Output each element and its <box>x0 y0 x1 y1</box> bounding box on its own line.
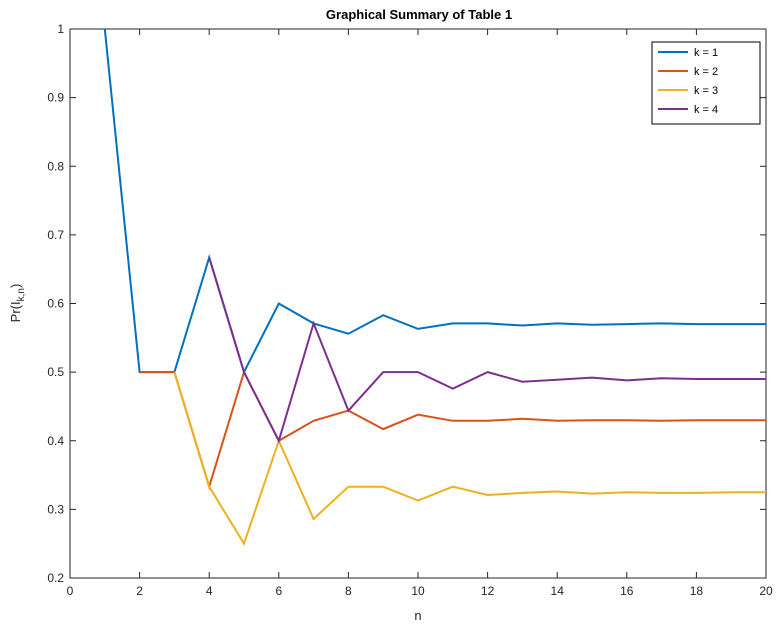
y-tick-label: 0.7 <box>47 228 64 242</box>
ticks-layer: 0 2 4 6 8 10 12 14 16 18 20 0.2 0.3 0.4 0.5 0.6 0.7 0.8 0.… <box>47 22 773 598</box>
x-tick-label: 2 <box>136 584 143 598</box>
y-tick-label: 0.3 <box>47 502 64 516</box>
plot-frame <box>69 28 767 579</box>
x-tick-label: 12 <box>481 584 495 598</box>
plot-area: 0 2 4 6 8 10 12 14 16 18 20 0.2 0.3 0.4 0.5 0.6 0.7 0.8 0.… <box>47 22 773 598</box>
series-layer <box>103 29 766 547</box>
y-axis-label: Pr(Ik,n) <box>8 284 27 323</box>
x-tick-label: 10 <box>411 584 425 598</box>
y-tick-label: 0.6 <box>47 297 64 311</box>
legend: k = 1 k = 2 k = 3 k = 4 <box>651 41 761 125</box>
y-tick-label: 0.5 <box>47 365 64 379</box>
x-tick-label: 16 <box>620 584 634 598</box>
y-tick-label: 0.2 <box>47 571 64 585</box>
y-tick-label: 0.9 <box>47 91 64 105</box>
x-axis-label: n <box>414 608 421 623</box>
legend-label-k1: k = 1 <box>694 47 718 59</box>
legend-label-k2: k = 2 <box>694 66 718 78</box>
x-tick-label: 18 <box>690 584 704 598</box>
y-axis-label-subscript: k,n <box>16 288 27 301</box>
series-line-k3 <box>173 371 766 547</box>
x-tick-label: 14 <box>551 584 565 598</box>
legend-label-k3: k = 3 <box>694 85 718 97</box>
x-tick-label: 20 <box>759 584 773 598</box>
legend-label-k4: k = 4 <box>694 104 718 116</box>
y-tick-label: 0.8 <box>47 159 64 173</box>
x-tick-label: 8 <box>345 584 352 598</box>
y-tick-label: 0.4 <box>47 434 64 448</box>
x-tick-label: 4 <box>206 584 213 598</box>
x-tick-label: 6 <box>275 584 282 598</box>
y-axis-label-close: ) <box>8 284 23 288</box>
x-tick-label: 0 <box>67 584 74 598</box>
legend-box <box>651 41 761 125</box>
series-line-k4 <box>208 257 766 444</box>
y-axis-label-main: Pr(I <box>8 301 23 322</box>
y-tick-label: 1 <box>57 22 64 36</box>
legend-items: k = 1 k = 2 k = 3 k = 4 <box>658 47 718 116</box>
chart-title: Graphical Summary of Table 1 <box>326 7 512 22</box>
